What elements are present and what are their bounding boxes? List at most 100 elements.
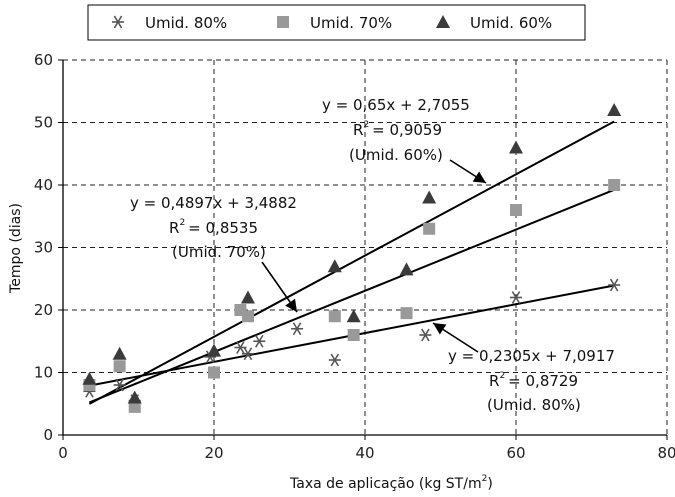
annotation-r2-value: = 0,9059 <box>372 121 442 139</box>
annotation-umid-70: y = 0,4897x + 3,4882 R2 = 0,8535 (Umid. 7… <box>130 194 297 261</box>
y-axis-title: Tempo (dias) <box>8 203 24 294</box>
data-point-series-1 <box>328 310 341 323</box>
annotation-r: R <box>353 121 363 139</box>
asterisk-stroke <box>236 341 245 354</box>
triangle-marker <box>509 140 523 154</box>
annotation-series: (Umid. 60%) <box>349 146 443 164</box>
asterisk-stroke <box>511 291 521 304</box>
square-marker <box>113 360 126 373</box>
arrow-head <box>433 323 447 335</box>
square-marker <box>328 310 341 323</box>
annotation-sup: 2 <box>499 371 505 381</box>
square-marker <box>510 204 522 216</box>
square-marker <box>608 179 621 191</box>
annotation-r2-value: = 0,8729 <box>508 372 578 390</box>
legend-label-umid-80: Umid. 80% <box>145 14 227 32</box>
x-axis-title-main: Taxa de aplicação (kg ST/m <box>289 476 482 492</box>
triangle-marker <box>607 103 622 116</box>
asterisk-stroke <box>292 322 302 336</box>
annotation-equation: y = 0,4897x + 3,4882 <box>130 194 297 212</box>
data-point-series-2 <box>240 290 255 304</box>
data-point-series-1 <box>510 204 522 216</box>
annotation-equation: y = 0,65x + 2,7055 <box>322 96 470 114</box>
annotation-r-squared: R2 = 0,8729 <box>489 371 578 390</box>
data-point-series-0 <box>510 291 522 304</box>
annotation-series: (Umid. 70%) <box>172 243 266 261</box>
legend-marker-umid-60 <box>436 15 450 28</box>
x-tick-label: 40 <box>355 444 374 462</box>
asterisk-stroke <box>330 353 340 367</box>
tick-labels: 0 20 40 60 80 0 10 20 30 40 50 60 <box>34 51 675 462</box>
triangle-marker <box>327 259 342 273</box>
annotation-r-squared: R2 = 0,9059 <box>353 120 442 139</box>
arrow-umid-60 <box>449 159 487 184</box>
triangle-marker <box>82 371 97 385</box>
data-point-series-0 <box>253 334 266 348</box>
square-marker <box>400 307 413 320</box>
data-point-series-2 <box>607 103 622 116</box>
arrow-head <box>472 171 486 183</box>
arrow-umid-70 <box>261 261 298 313</box>
legend-marker-umid-80 <box>112 15 124 29</box>
annotation-sup: 2 <box>179 218 185 228</box>
data-point-series-1 <box>347 329 360 341</box>
triangle-marker <box>422 190 437 204</box>
square-marker <box>128 400 141 413</box>
data-point-series-2 <box>346 309 361 323</box>
y-tick-label: 20 <box>34 301 53 319</box>
annotation-arrows <box>261 159 487 353</box>
legend-marker-shape <box>436 15 450 28</box>
legend: Umid. 80% Umid. 70% Umid. 60% <box>87 4 586 41</box>
x-tick-label: 80 <box>657 444 675 462</box>
x-axis-title: Taxa de aplicação (kg ST/m2) <box>289 474 493 492</box>
legend-label-umid-60: Umid. 60% <box>470 14 552 32</box>
y-tick-label: 0 <box>43 426 53 444</box>
annotation-sup: 2 <box>363 120 369 130</box>
annotation-umid-60: y = 0,65x + 2,7055 R2 = 0,9059 (Umid. 60%… <box>322 96 470 164</box>
asterisk-stroke <box>113 15 123 29</box>
data-point-series-0 <box>241 347 254 361</box>
data-point-series-1 <box>113 360 126 373</box>
triangle-marker <box>399 262 414 276</box>
data-point-series-0 <box>291 322 304 336</box>
asterisk-stroke <box>609 278 619 292</box>
trendline-series-2 <box>88 120 615 405</box>
annotation-series: (Umid. 80%) <box>487 396 581 414</box>
arrow-head <box>285 298 297 312</box>
square-marker <box>347 329 360 341</box>
data-point-series-0 <box>328 353 341 367</box>
data-point-series-2 <box>82 371 97 385</box>
annotation-r: R <box>489 372 499 390</box>
data-point-series-2 <box>112 346 127 360</box>
data-point-series-2 <box>327 259 342 273</box>
data-points <box>82 103 622 413</box>
data-point-series-1 <box>608 179 621 191</box>
annotation-r2-value: = 0,8535 <box>188 219 258 237</box>
data-point-series-1 <box>241 310 254 323</box>
legend-marker-shape <box>112 15 124 29</box>
x-tick-label: 20 <box>204 444 223 462</box>
asterisk-stroke <box>255 334 264 348</box>
triangle-marker <box>112 346 127 360</box>
y-tick-label: 40 <box>34 176 53 194</box>
annotation-r: R <box>169 219 179 237</box>
square-marker <box>208 366 220 379</box>
square-marker <box>241 310 254 323</box>
asterisk-stroke <box>115 378 124 392</box>
x-tick-label: 0 <box>58 444 68 462</box>
triangle-marker <box>240 290 255 304</box>
legend-marker-umid-70 <box>277 16 289 28</box>
y-tick-label: 30 <box>34 239 53 257</box>
data-point-series-0 <box>419 328 432 342</box>
asterisk-stroke <box>421 328 430 342</box>
legend-marker-shape <box>277 16 289 28</box>
data-point-series-1 <box>423 222 436 235</box>
legend-box <box>87 4 586 41</box>
y-tick-label: 50 <box>34 114 53 132</box>
asterisk-stroke <box>243 347 253 361</box>
triangle-marker <box>207 343 221 357</box>
data-point-series-2 <box>422 190 437 204</box>
data-point-series-2 <box>509 140 523 154</box>
annotation-equation: y = 0,2305x + 7,0917 <box>448 347 615 365</box>
